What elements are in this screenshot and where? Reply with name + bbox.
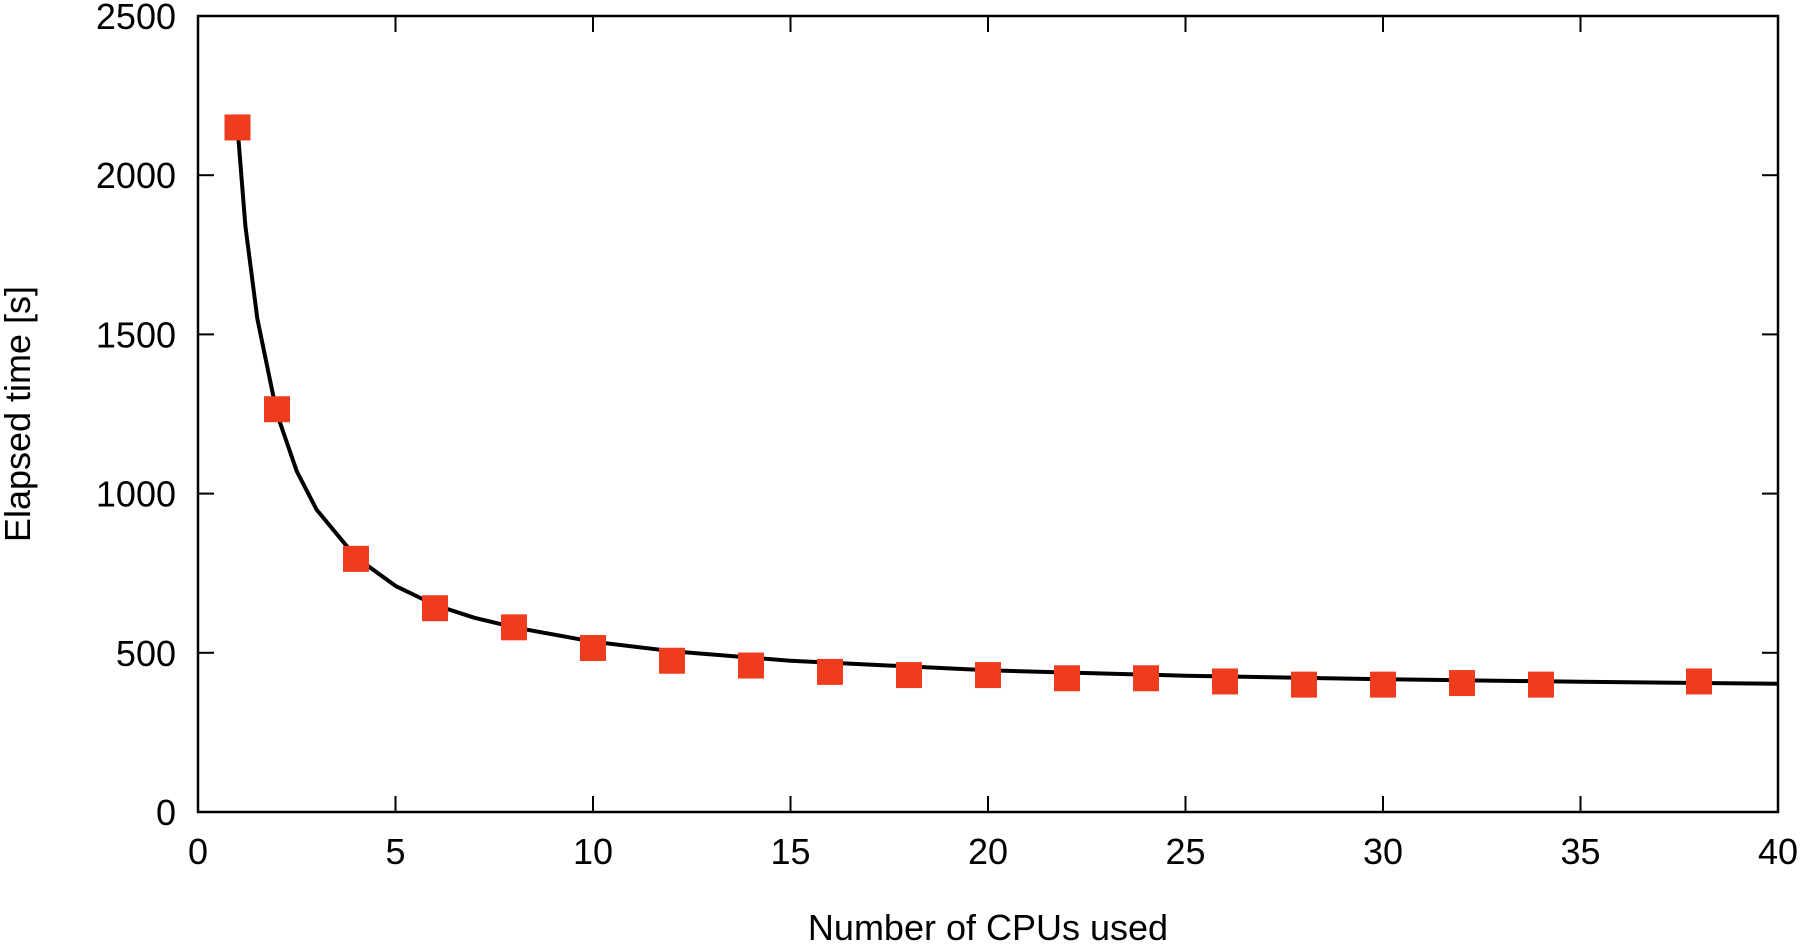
y-axis-title: Elapsed time [s] bbox=[0, 286, 38, 542]
data-point-marker bbox=[1291, 671, 1317, 698]
data-point-marker bbox=[1370, 671, 1396, 698]
data-point-marker bbox=[501, 614, 527, 641]
x-tick-label: 25 bbox=[1165, 831, 1205, 872]
y-tick-label: 0 bbox=[156, 792, 176, 833]
data-point-marker bbox=[1528, 671, 1554, 698]
x-tick-label: 40 bbox=[1758, 831, 1798, 872]
data-point-marker bbox=[422, 595, 448, 622]
x-tick-label: 20 bbox=[968, 831, 1008, 872]
data-point-marker bbox=[1212, 668, 1238, 695]
y-tick-label: 1500 bbox=[96, 314, 176, 355]
y-tick-label: 500 bbox=[116, 633, 176, 674]
x-tick-label: 5 bbox=[385, 831, 405, 872]
x-axis-title: Number of CPUs used bbox=[808, 907, 1168, 947]
y-tick-label: 1000 bbox=[96, 474, 176, 515]
data-point-marker bbox=[1449, 670, 1475, 697]
axis-ticks: 0 5 10 15 20 25 30 35 40 0 500 1000 1500 2000 2500 bbox=[96, 0, 1798, 872]
data-point-marker bbox=[1686, 668, 1712, 695]
data-point-marker bbox=[264, 396, 290, 423]
x-tick-label: 10 bbox=[573, 831, 613, 872]
data-point-marker bbox=[224, 114, 251, 141]
data-point-marker bbox=[580, 635, 606, 662]
data-point-marker bbox=[738, 652, 764, 679]
data-point-marker bbox=[817, 658, 843, 685]
y-tick-label: 2000 bbox=[96, 155, 176, 196]
x-tick-label: 0 bbox=[188, 831, 208, 872]
data-point-marker bbox=[1054, 665, 1080, 692]
x-tick-label: 15 bbox=[770, 831, 810, 872]
data-point-marker bbox=[896, 662, 922, 689]
data-point-marker bbox=[975, 662, 1001, 689]
data-point-marker bbox=[343, 545, 369, 572]
y-tick-label: 2500 bbox=[96, 0, 176, 37]
data-point-marker bbox=[1133, 665, 1159, 692]
x-tick-label: 35 bbox=[1560, 831, 1600, 872]
x-tick-label: 30 bbox=[1363, 831, 1403, 872]
data-markers bbox=[224, 114, 1712, 698]
data-point-marker bbox=[659, 647, 685, 674]
